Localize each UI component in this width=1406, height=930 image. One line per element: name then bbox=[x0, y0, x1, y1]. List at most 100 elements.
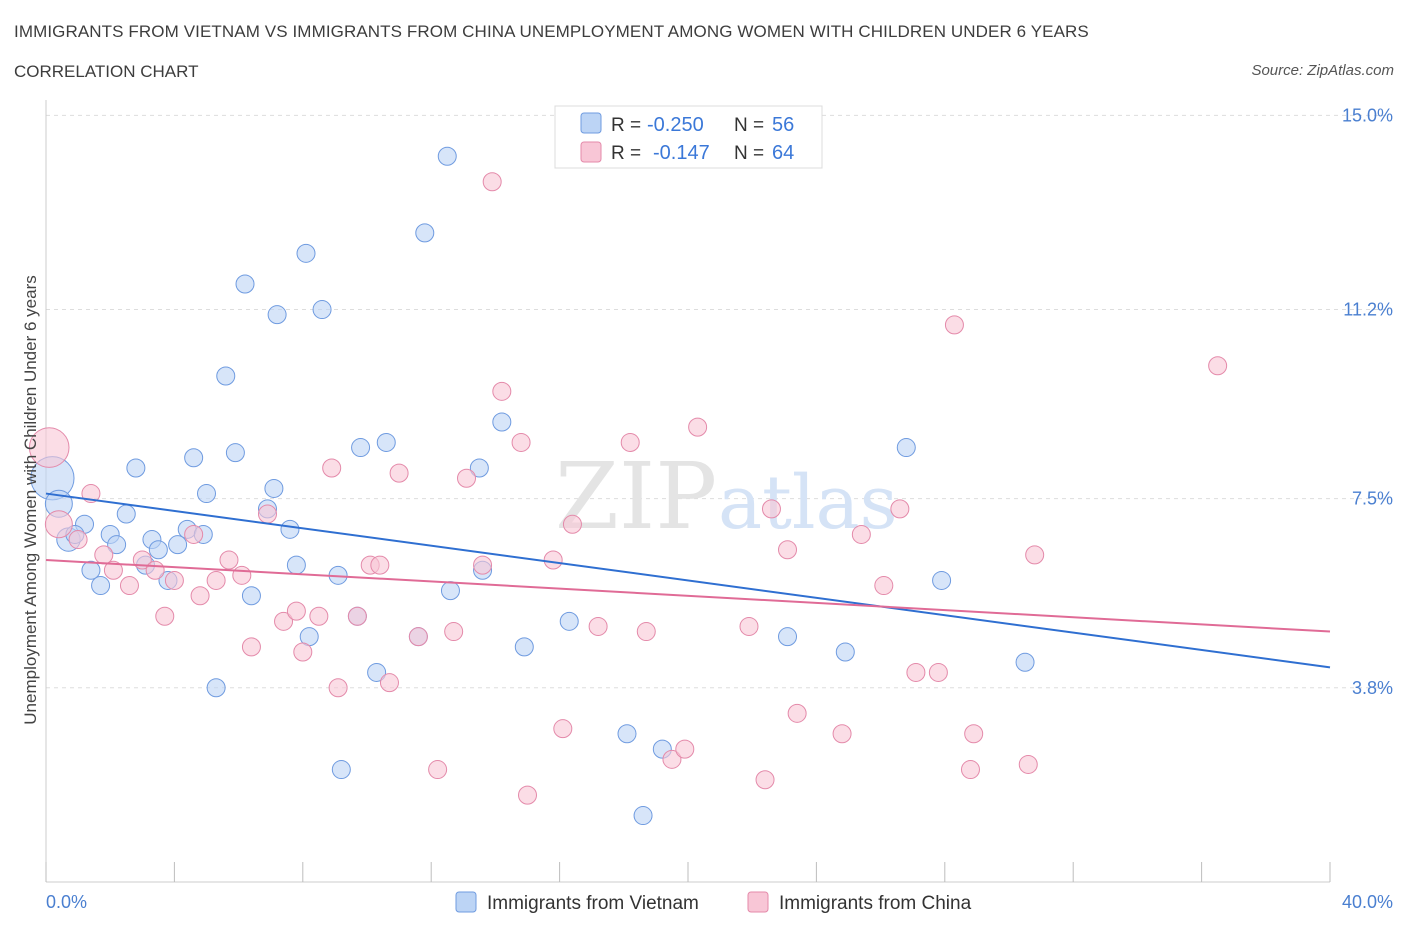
data-point-china bbox=[492, 381, 512, 401]
data-point-vietnam bbox=[835, 642, 855, 662]
data-point-vietnam bbox=[168, 535, 188, 555]
data-point-vietnam bbox=[267, 305, 287, 325]
data-point-china bbox=[1025, 545, 1045, 565]
source-credit: Source: ZipAtlas.com bbox=[1251, 62, 1394, 79]
data-point-china bbox=[662, 749, 682, 769]
data-point-china bbox=[543, 550, 563, 570]
data-point-china bbox=[68, 530, 88, 550]
data-point-vietnam bbox=[216, 366, 236, 386]
data-point-china bbox=[620, 432, 640, 452]
data-point-vietnam bbox=[932, 570, 952, 590]
data-point-china bbox=[184, 524, 204, 544]
data-point-china bbox=[370, 555, 390, 575]
data-point-vietnam bbox=[107, 535, 127, 555]
legend-n-value-china: 64 bbox=[772, 142, 794, 164]
y-axis-label: Unemployment Among Women with Children U… bbox=[21, 275, 40, 724]
data-point-vietnam bbox=[206, 678, 226, 698]
data-point-vietnam bbox=[440, 581, 460, 601]
data-point-china bbox=[379, 673, 399, 693]
data-point-china bbox=[636, 622, 656, 642]
data-point-vietnam bbox=[280, 519, 300, 539]
data-point-vietnam bbox=[126, 458, 146, 478]
data-points bbox=[28, 146, 1228, 826]
data-point-china bbox=[328, 678, 348, 698]
data-point-china bbox=[755, 770, 775, 790]
data-point-china bbox=[232, 565, 252, 585]
data-point-china bbox=[675, 739, 695, 759]
legend-swatch-china bbox=[580, 141, 602, 163]
data-point-vietnam bbox=[437, 146, 457, 166]
data-point-china bbox=[94, 545, 114, 565]
data-point-china bbox=[890, 499, 910, 519]
data-point-china bbox=[428, 760, 448, 780]
data-point-vietnam bbox=[1015, 652, 1035, 672]
data-point-vietnam bbox=[415, 223, 435, 243]
chart-subtitle: CORRELATION CHART bbox=[14, 62, 199, 81]
legend-swatch-vietnam bbox=[580, 112, 602, 134]
data-point-china bbox=[322, 458, 342, 478]
data-point-vietnam bbox=[312, 300, 332, 320]
data-point-china bbox=[562, 514, 582, 534]
data-point-vietnam bbox=[296, 243, 316, 263]
data-point-vietnam bbox=[148, 540, 168, 560]
trend-line-china bbox=[45, 559, 1331, 633]
data-point-vietnam bbox=[376, 432, 396, 452]
legend-r-label-vietnam: R = bbox=[611, 115, 641, 136]
y-tick-label: 11.2% bbox=[1343, 300, 1393, 320]
data-point-china bbox=[832, 724, 852, 744]
legend-bottom-label-vietnam: Immigrants from Vietnam bbox=[487, 893, 699, 914]
legend-n-label-vietnam: N = bbox=[734, 115, 764, 136]
legend-r-value-vietnam: -0.250 bbox=[647, 114, 704, 136]
legend-bottom-swatch-vietnam bbox=[455, 891, 477, 913]
legend-series: Immigrants from Vietnam Immigrants from … bbox=[455, 891, 972, 914]
chart-title: IMMIGRANTS FROM VIETNAM VS IMMIGRANTS FR… bbox=[14, 22, 1089, 41]
data-point-china bbox=[103, 560, 123, 580]
data-point-vietnam bbox=[116, 504, 136, 524]
data-point-vietnam bbox=[81, 560, 101, 580]
data-point-china bbox=[960, 760, 980, 780]
legend-bottom-label-china: Immigrants from China bbox=[779, 893, 972, 914]
data-point-china bbox=[257, 504, 277, 524]
data-point-vietnam bbox=[286, 555, 306, 575]
data-point-china bbox=[309, 606, 329, 626]
data-point-china bbox=[553, 719, 573, 739]
data-point-china bbox=[874, 576, 894, 596]
data-point-vietnam bbox=[896, 438, 916, 458]
legend-n-label-china: N = bbox=[734, 143, 764, 164]
data-point-china bbox=[964, 724, 984, 744]
data-point-china bbox=[688, 417, 708, 437]
data-point-china bbox=[1208, 356, 1228, 376]
data-point-china bbox=[190, 586, 210, 606]
data-point-vietnam bbox=[492, 412, 512, 432]
data-point-china bbox=[408, 627, 428, 647]
legend-r-value-china: -0.147 bbox=[653, 142, 710, 164]
data-point-china bbox=[28, 427, 70, 468]
data-point-china bbox=[787, 703, 807, 723]
data-point-vietnam bbox=[514, 637, 534, 657]
data-point-china bbox=[241, 637, 261, 657]
legend-n-value-vietnam: 56 bbox=[772, 114, 794, 136]
data-point-china bbox=[119, 576, 139, 596]
data-point-vietnam bbox=[367, 662, 387, 682]
x-tick-labels: 0.0% 40.0% bbox=[46, 892, 1393, 912]
data-point-china bbox=[928, 662, 948, 682]
data-point-china bbox=[286, 601, 306, 621]
data-point-china bbox=[274, 611, 294, 631]
data-point-vietnam bbox=[469, 458, 489, 478]
data-point-china bbox=[739, 616, 759, 636]
data-point-china bbox=[457, 468, 477, 488]
data-point-china bbox=[389, 463, 409, 483]
x-tick-label: 0.0% bbox=[46, 892, 87, 912]
data-point-china bbox=[1018, 754, 1038, 774]
data-point-vietnam bbox=[351, 438, 371, 458]
data-point-vietnam bbox=[241, 586, 261, 606]
trend-line-vietnam bbox=[45, 492, 1331, 669]
data-point-china bbox=[588, 616, 608, 636]
watermark-zip: ZIP bbox=[555, 443, 717, 550]
data-point-china bbox=[482, 172, 502, 192]
data-point-china bbox=[444, 622, 464, 642]
data-point-vietnam bbox=[235, 274, 255, 294]
data-point-vietnam bbox=[778, 627, 798, 647]
legend-bottom-swatch-china bbox=[747, 891, 769, 913]
data-point-china bbox=[44, 510, 73, 539]
